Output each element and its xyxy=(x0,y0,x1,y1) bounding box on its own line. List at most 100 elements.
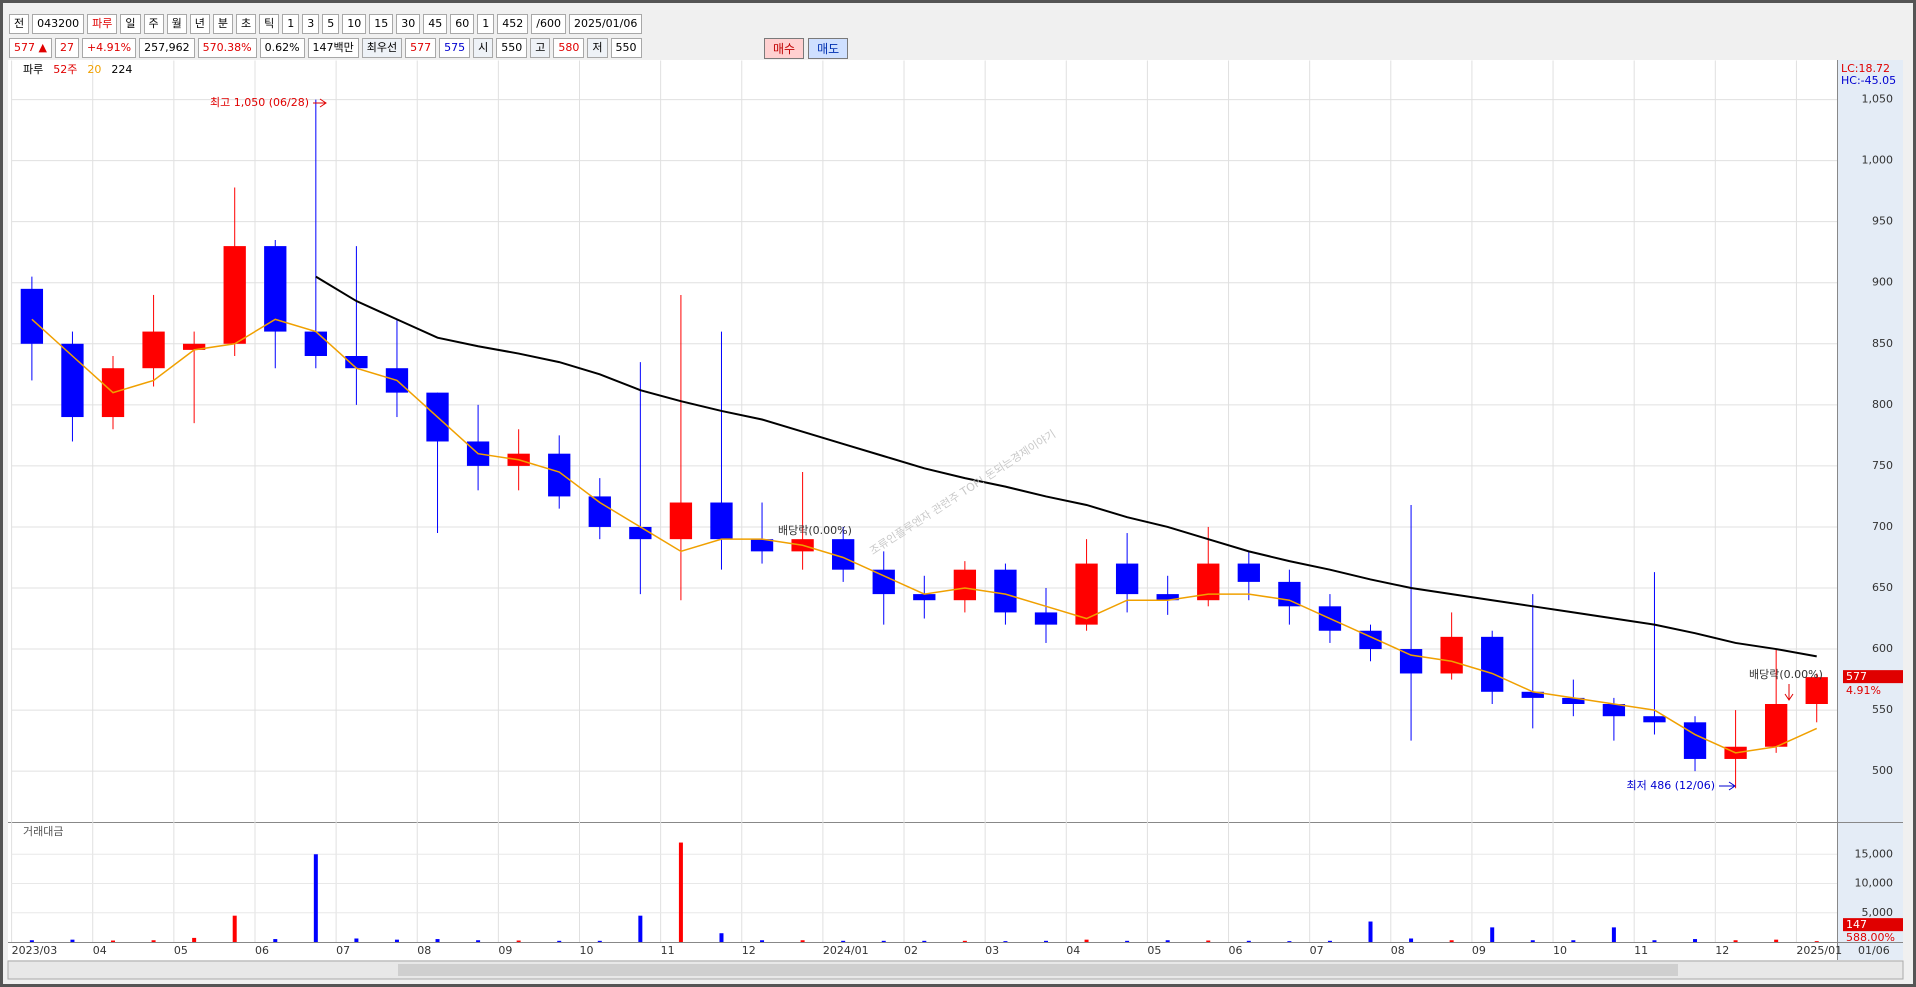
toolbar-item[interactable]: 30 xyxy=(396,14,421,34)
x-tick-label: 03 xyxy=(985,944,999,957)
toolbar-item[interactable]: 3 xyxy=(302,14,320,34)
toolbar-item[interactable]: 전 xyxy=(9,14,30,34)
volume-title: 거래대금 xyxy=(23,825,63,838)
volume-bar xyxy=(192,937,197,942)
legend-period: 52주 xyxy=(53,63,77,76)
y-tick-label: 550 xyxy=(1872,703,1893,716)
toolbar-item: 고 xyxy=(530,38,551,58)
toolbar-item[interactable]: 1 xyxy=(477,14,495,34)
candle-body xyxy=(1643,716,1666,723)
candle-body xyxy=(1764,703,1788,747)
volume-bar xyxy=(760,940,765,942)
volume-bar xyxy=(1043,940,1048,942)
x-tick-label: 06 xyxy=(1229,944,1243,957)
candle-body xyxy=(264,246,287,332)
volume-bar xyxy=(881,940,886,942)
x-last-label: 01/06 xyxy=(1858,944,1890,957)
volume-bar xyxy=(1246,940,1251,942)
toolbar-item: 시 xyxy=(473,38,494,58)
price-tag: 577 xyxy=(1846,670,1867,683)
volume-bar xyxy=(394,939,399,942)
x-tick-label: 07 xyxy=(336,944,350,957)
candle-body xyxy=(669,502,693,540)
toolbar-item: 저 xyxy=(587,38,608,58)
x-tick-label: 09 xyxy=(1472,944,1486,957)
price-tag-bg xyxy=(1843,670,1903,684)
volume-bar xyxy=(151,940,156,942)
candle-body xyxy=(629,526,652,540)
ma-line xyxy=(315,275,1817,658)
toolbar-item: 550 xyxy=(610,38,642,58)
trade-buttons: 매수 매도 xyxy=(764,38,849,59)
chart: 2023/03 04 05 06 07 08 09 10 11 12 2024/01 02 03 04 05… xyxy=(7,60,1904,980)
toolbar-item: +4.91% xyxy=(81,38,137,58)
toolbar-item[interactable]: 파루 xyxy=(87,14,118,34)
y-tick-label: 10,000 xyxy=(1855,877,1894,890)
toolbar-item[interactable]: 틱 xyxy=(259,14,280,34)
volume-bar xyxy=(1003,941,1008,942)
y-tick-label: 950 xyxy=(1872,215,1893,228)
candle-body xyxy=(1034,612,1058,625)
x-tick-label: 05 xyxy=(1147,944,1161,957)
candle-body xyxy=(710,502,733,540)
toolbar-item[interactable]: 5 xyxy=(322,14,340,34)
toolbar-item[interactable]: 주 xyxy=(143,14,164,34)
volume-bar xyxy=(1814,941,1819,942)
candle-body xyxy=(142,331,165,369)
legend-name: 파루 xyxy=(23,63,43,76)
toolbar-item[interactable]: 1 xyxy=(282,14,300,34)
volume-bar xyxy=(1449,940,1454,942)
candle-body xyxy=(182,343,206,350)
candle-body xyxy=(994,569,1017,613)
toolbar-item[interactable]: /600 xyxy=(531,14,566,34)
toolbar-item[interactable]: 043200 xyxy=(32,14,85,34)
volume-bar xyxy=(1490,927,1495,942)
toolbar-item[interactable]: 분 xyxy=(212,14,233,34)
candle-body xyxy=(1399,649,1423,674)
volume-ratio: 588.00% xyxy=(1846,931,1895,944)
change-tag: 4.91% xyxy=(1846,684,1881,697)
x-tick-label: 10 xyxy=(1553,944,1567,957)
volume-bar xyxy=(1327,940,1332,942)
candle-body xyxy=(1562,697,1585,704)
lc-label: LC:18.72 xyxy=(1841,62,1890,75)
buy-button[interactable]: 매수 xyxy=(764,38,805,59)
x-tick-label: 04 xyxy=(1066,944,1080,957)
candle-body xyxy=(1359,630,1382,650)
toolbar-item[interactable]: 45 xyxy=(423,14,448,34)
ma-line xyxy=(31,318,1818,754)
toolbar-item[interactable]: 60 xyxy=(450,14,475,34)
y-tick-label: 1,050 xyxy=(1862,93,1894,106)
sell-button[interactable]: 매도 xyxy=(808,38,849,59)
candle-body xyxy=(953,569,977,601)
volume-bar xyxy=(516,940,521,942)
candle-body xyxy=(1521,691,1544,698)
toolbar-item: 580 xyxy=(553,38,585,58)
candle-body xyxy=(913,594,936,601)
high-note: 최고 1,050 (06/28) xyxy=(210,96,309,109)
toolbar-item[interactable]: 10 xyxy=(342,14,367,34)
y-tick-label: 15,000 xyxy=(1855,847,1894,860)
toolbar-item[interactable]: 452 xyxy=(497,14,529,34)
toolbar-item[interactable]: 월 xyxy=(166,14,187,34)
x-tick-label: 06 xyxy=(255,944,269,957)
volume-bar xyxy=(1368,921,1373,942)
axis-bg xyxy=(1837,60,1903,960)
candle-body xyxy=(223,246,246,344)
toolbar-item[interactable]: 초 xyxy=(236,14,257,34)
toolbar-item[interactable]: 15 xyxy=(369,14,394,34)
scroll-thumb[interactable] xyxy=(398,964,1678,976)
toolbar-item[interactable]: 년 xyxy=(189,14,210,34)
volume-tag: 147 xyxy=(1846,918,1867,931)
volume-bar xyxy=(1287,941,1292,942)
candle-body xyxy=(548,453,571,497)
candle-body xyxy=(1075,563,1098,625)
volume-bar xyxy=(29,940,34,942)
volume-bar xyxy=(1530,940,1535,942)
arrow xyxy=(1719,781,1736,791)
toolbar-item[interactable]: 2025/01/06 xyxy=(568,14,643,34)
volume-bar xyxy=(313,854,318,942)
volume-bar xyxy=(1165,940,1170,942)
toolbar-item[interactable]: 일 xyxy=(120,14,141,34)
